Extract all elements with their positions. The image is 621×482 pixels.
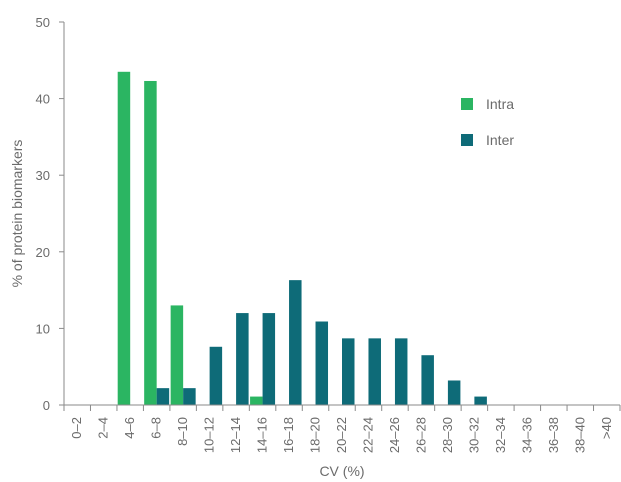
y-tick-label: 30 bbox=[36, 168, 50, 183]
x-tick-label: 2–4 bbox=[96, 417, 111, 439]
bar-inter-12–14 bbox=[236, 313, 249, 405]
bar-intra-6–8 bbox=[144, 80, 157, 406]
x-tick-label: 32–34 bbox=[493, 417, 508, 453]
bar-intra-14–16 bbox=[250, 396, 263, 405]
x-tick-label: 36–38 bbox=[546, 417, 561, 453]
bar-inter-18–20 bbox=[315, 321, 329, 405]
bar-inter-20–22 bbox=[342, 338, 355, 405]
y-tick-label: 50 bbox=[36, 15, 50, 30]
x-tick-label: 28–30 bbox=[440, 417, 455, 453]
x-tick-label: >40 bbox=[599, 417, 614, 439]
bar-inter-26–28 bbox=[421, 355, 434, 405]
bar-inter-8–10 bbox=[183, 388, 196, 405]
x-tick-label: 38–40 bbox=[572, 417, 587, 453]
x-tick-label: 4–6 bbox=[122, 417, 137, 439]
bar-inter-10–12 bbox=[209, 346, 223, 405]
bar-inter-14–16 bbox=[262, 313, 276, 405]
bar-inter-24–26 bbox=[394, 338, 408, 405]
bar-inter-22–24 bbox=[368, 338, 381, 405]
x-ticks-group: 0–2 2–4 4–6 6–8 8–10 10–12 12–14 14–16 16–18 18–2… bbox=[63, 405, 621, 453]
x-tick-label: 8–10 bbox=[175, 417, 190, 446]
x-tick-label: 26–28 bbox=[413, 417, 428, 453]
y-axis-title: % of protein biomarkers bbox=[9, 140, 25, 288]
legend-label-inter: Inter bbox=[486, 132, 514, 148]
y-tick-label: 0 bbox=[43, 398, 50, 413]
legend: Intra Inter bbox=[461, 96, 514, 148]
bars-group bbox=[117, 71, 487, 406]
x-tick-label: 16–18 bbox=[281, 417, 296, 453]
legend-swatch-inter bbox=[461, 134, 473, 146]
x-tick-label: 34–36 bbox=[519, 417, 534, 453]
bar-inter-28–30 bbox=[447, 380, 461, 405]
bar-intra-4–6 bbox=[117, 71, 131, 405]
y-tick-label: 40 bbox=[36, 92, 50, 107]
y-tick-label: 20 bbox=[36, 245, 50, 260]
bar-inter-16–18 bbox=[289, 280, 302, 405]
y-tick-label: 10 bbox=[36, 321, 50, 336]
legend-label-intra: Intra bbox=[486, 96, 514, 112]
x-tick-label: 0–2 bbox=[69, 417, 84, 439]
x-tick-label: 6–8 bbox=[149, 417, 164, 439]
x-tick-label: 24–26 bbox=[387, 417, 402, 453]
x-axis-title: CV (%) bbox=[319, 463, 364, 479]
x-tick-label: 18–20 bbox=[308, 417, 323, 453]
x-tick-label: 14–16 bbox=[255, 417, 270, 453]
x-tick-label: 30–32 bbox=[466, 417, 481, 453]
x-tick-label: 22–24 bbox=[360, 417, 375, 453]
x-tick-label: 20–22 bbox=[334, 417, 349, 453]
bar-intra-8–10 bbox=[170, 305, 184, 405]
bar-inter-6–8 bbox=[156, 388, 170, 405]
y-ticks-group: 0 10 20 30 40 50 bbox=[36, 15, 64, 413]
bar-inter-30–32 bbox=[474, 396, 487, 405]
axes-group bbox=[63, 22, 620, 406]
x-tick-label: 10–12 bbox=[202, 417, 217, 453]
legend-swatch-intra bbox=[461, 98, 473, 110]
x-tick-label: 12–14 bbox=[228, 417, 243, 453]
